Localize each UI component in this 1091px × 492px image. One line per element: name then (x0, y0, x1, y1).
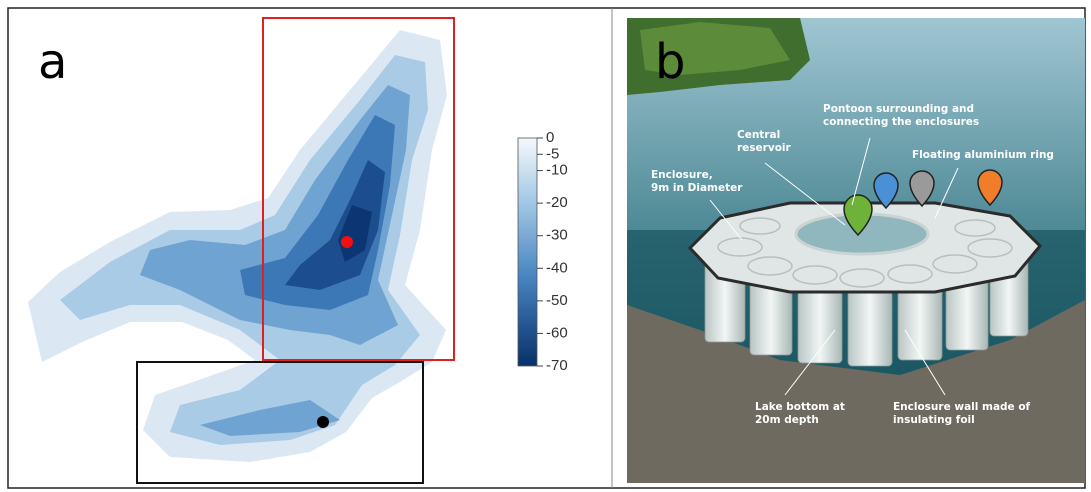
panel-label: b (655, 34, 685, 90)
annotation: Pontoon surrounding and (823, 103, 974, 115)
bathymetry-map (28, 30, 447, 462)
panel-label: a (38, 34, 67, 90)
colorbar-tick-label: -30 (546, 227, 568, 244)
black-site (317, 416, 329, 428)
figure: a b 0-5-10 -20 -30 (0, 0, 1091, 492)
annotation: 20m depth (755, 414, 819, 426)
colorbar-tick-label: -10 (546, 162, 568, 179)
illustration (627, 18, 1085, 483)
colorbar-tick-label: -5 (546, 145, 559, 162)
colorbar-tick-label: -20 (546, 194, 568, 211)
colorbar-tick-label: -50 (546, 292, 568, 309)
annotation: Enclosure, (651, 169, 713, 181)
colorbar-tick-label: -40 (546, 259, 568, 276)
annotation: insulating foil (893, 414, 975, 426)
colorbar-tick-label: 0 (546, 129, 554, 146)
annotation: 9m in Diameter (651, 182, 743, 194)
annotation: Central (737, 129, 780, 141)
annotation: Floating aluminium ring (912, 149, 1054, 161)
annotation: reservoir (737, 142, 792, 154)
annotation: Lake bottom at (755, 401, 845, 413)
colorbar (518, 138, 537, 366)
red-site (341, 236, 353, 248)
colorbar-tick-label: -60 (546, 324, 568, 341)
annotation: connecting the enclosures (823, 116, 979, 128)
annotation: Enclosure wall made of (893, 401, 1031, 413)
colorbar-tick-label: -70 (546, 357, 568, 374)
